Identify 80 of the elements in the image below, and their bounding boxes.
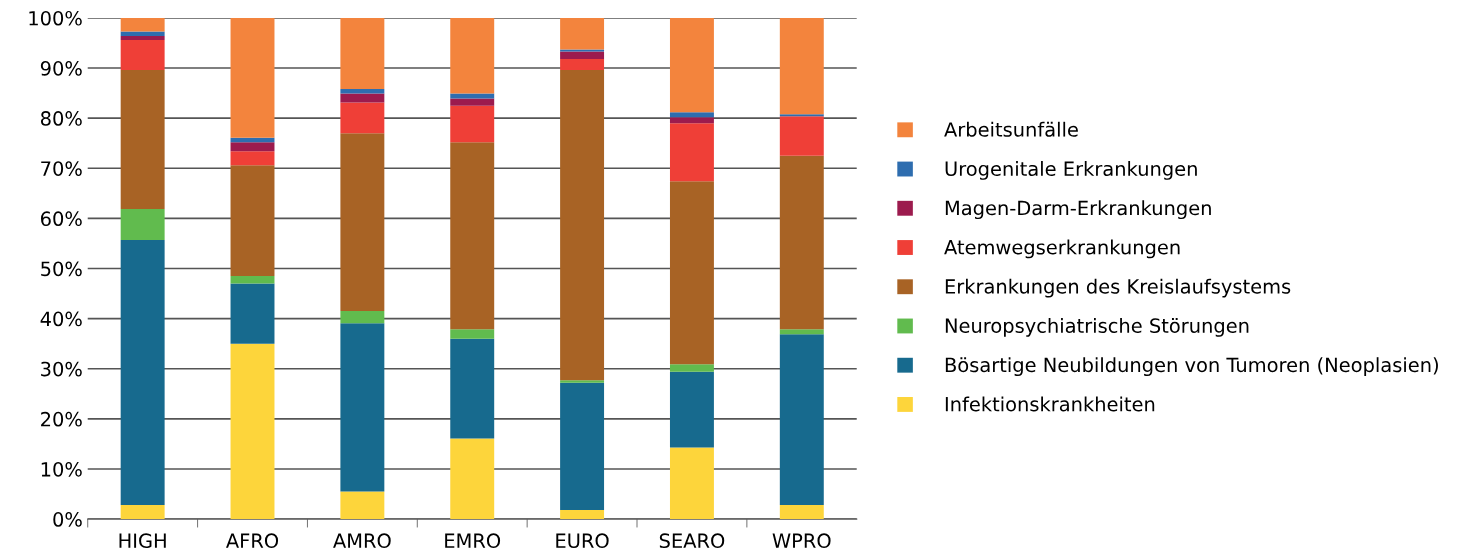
bar [340, 133, 385, 312]
bar [450, 105, 495, 143]
y-tick-label: 100% [29, 10, 82, 26]
bar [450, 438, 495, 520]
bar [779, 505, 824, 520]
bar [560, 17, 605, 50]
bar [120, 208, 165, 240]
x-tick-label: HIGH [119, 533, 166, 549]
bar [340, 323, 385, 492]
bar [779, 116, 824, 156]
bar [230, 276, 275, 284]
y-tick-label: 10% [41, 461, 82, 477]
bar [560, 59, 605, 71]
bar [230, 17, 275, 138]
bar [120, 70, 165, 209]
bar [450, 93, 495, 99]
bar [230, 283, 275, 344]
bar [120, 239, 165, 506]
bar [560, 380, 605, 383]
bar [230, 151, 275, 166]
legend-label: Urogenitale Erkrankungen [945, 161, 1197, 180]
legend-label: Erkrankungen des Kreislaufsystems [945, 278, 1291, 298]
bar [779, 329, 824, 335]
bar [560, 382, 605, 511]
y-tick-label: 30% [41, 361, 82, 377]
y-tick-label: 0% [53, 512, 82, 527]
legend-label: Arbeitsunfälle [944, 121, 1078, 137]
y-tick-label: 20% [41, 411, 82, 427]
bar [669, 117, 714, 124]
bar [779, 114, 824, 117]
bar [669, 17, 714, 113]
bar [340, 491, 385, 520]
bar [450, 17, 495, 94]
x-tick-label: EMRO [445, 533, 501, 549]
bar [120, 35, 165, 40]
legend-label: Infektionskrankheiten [945, 396, 1155, 412]
bar [450, 329, 495, 339]
bar [340, 311, 385, 324]
bar [779, 17, 824, 115]
y-tick-label: 40% [40, 311, 82, 327]
x-tick-label: WPRO [772, 533, 831, 549]
x-tick-label: AFRO [226, 533, 279, 549]
bar [120, 17, 165, 32]
bar [230, 142, 275, 152]
bar [120, 39, 165, 71]
bar [669, 447, 714, 520]
bar [450, 142, 495, 330]
bar [560, 49, 605, 52]
bar [669, 181, 714, 365]
bar [669, 364, 714, 372]
bar [340, 17, 385, 90]
x-tick-label: EURO [556, 533, 609, 549]
y-tick-label: 90% [40, 61, 82, 76]
x-tick-label: AMRO [333, 533, 391, 549]
legend-label: Bösartige Neubildungen von Tumoren (Neoplasien) [945, 357, 1438, 377]
bar [779, 334, 824, 506]
x-tick-label: SEARO [659, 533, 725, 549]
y-tick-label: 80% [40, 111, 82, 126]
bar [560, 51, 605, 60]
legend-label: Magen-Darm-Erkrankungen [945, 200, 1211, 220]
bar [560, 510, 605, 520]
y-tick-label: 50% [41, 261, 82, 277]
bar [779, 155, 824, 330]
legend-label: Atemwegserkrankungen [944, 239, 1180, 259]
bar [230, 343, 275, 520]
bar [340, 93, 385, 103]
bar [340, 102, 385, 134]
bar [669, 123, 714, 182]
y-tick-label: 70% [41, 161, 82, 176]
bar [120, 505, 165, 520]
bar [669, 112, 714, 118]
bar [450, 98, 495, 106]
bar [560, 70, 605, 381]
bar [230, 165, 275, 277]
legend-label: Neuropsychiatrische Störungen [945, 317, 1249, 337]
bar [340, 89, 385, 94]
y-tick-label: 60% [41, 211, 82, 227]
bar [120, 31, 165, 36]
bar [450, 338, 495, 439]
bar [669, 371, 714, 448]
